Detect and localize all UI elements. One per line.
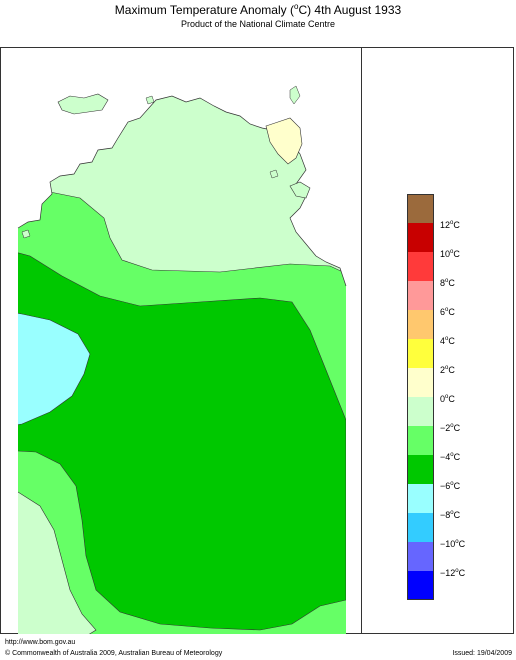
legend-label: −10oC — [440, 539, 466, 549]
legend-label: −8oC — [440, 510, 461, 520]
issued-date: Issued: 19/04/2009 — [452, 650, 512, 657]
legend-label: 12oC — [440, 220, 460, 230]
legend-label: 4oC — [440, 336, 455, 346]
region-0-to-minus2-southwest — [18, 489, 97, 634]
coastline — [17, 95, 347, 287]
legend-swatch — [407, 484, 434, 513]
legend-swatch — [407, 281, 434, 310]
legend-swatch — [407, 513, 434, 542]
source-url[interactable]: http://www.bom.gov.au — [5, 639, 76, 646]
island-small-west — [21, 229, 31, 239]
island-groote — [289, 181, 311, 199]
legend-swatch — [407, 542, 434, 571]
legend-label: 0oC — [440, 394, 455, 404]
island-small-north — [145, 95, 155, 105]
island-melville — [57, 93, 109, 115]
legend-label: −6oC — [440, 481, 461, 491]
legend-swatch — [407, 310, 434, 339]
legend-swatch — [407, 571, 434, 600]
legend-swatch — [407, 339, 434, 368]
legend-swatch — [407, 368, 434, 397]
region-minus6-to-minus8 — [18, 309, 91, 429]
region-minus4-to-minus6 — [18, 247, 346, 631]
legend-swatch — [407, 223, 434, 252]
legend-swatch — [407, 455, 434, 484]
island-small-east — [269, 169, 279, 179]
copyright-text: © Commonwealth of Australia 2009, Austra… — [5, 650, 223, 657]
legend-swatch — [407, 397, 434, 426]
legend-swatch — [407, 252, 434, 281]
island-gove — [265, 117, 303, 165]
map-title: Maximum Temperature Anomaly (oC) 4th Aug… — [114, 2, 402, 17]
island-marchinbar — [289, 85, 301, 105]
legend-label: 6oC — [440, 307, 455, 317]
legend-label: −2oC — [440, 423, 461, 433]
frame-divider — [361, 47, 362, 634]
map-subtitle: Product of the National Climate Centre — [180, 19, 336, 29]
legend-label: 2oC — [440, 365, 455, 375]
legend-label: 10oC — [440, 249, 460, 259]
legend-label: −12oC — [440, 568, 466, 578]
legend-swatch — [407, 194, 434, 223]
legend-swatch — [407, 426, 434, 455]
legend-label: 8oC — [440, 278, 455, 288]
legend-label: −4oC — [440, 452, 461, 462]
